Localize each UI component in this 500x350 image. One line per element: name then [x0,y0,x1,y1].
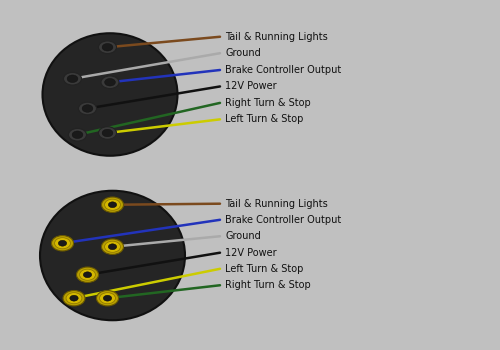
Text: Left Turn & Stop: Left Turn & Stop [225,114,304,124]
Circle shape [82,105,93,112]
Circle shape [66,293,82,304]
Circle shape [64,72,82,85]
Circle shape [96,290,118,306]
Text: Ground: Ground [225,48,261,58]
Text: 12V Power: 12V Power [225,248,276,258]
Circle shape [98,127,116,139]
Text: Brake Controller Output: Brake Controller Output [225,215,341,225]
Circle shape [76,267,98,282]
Circle shape [67,75,78,83]
Circle shape [108,202,116,208]
Circle shape [63,290,85,306]
Circle shape [104,295,112,301]
Circle shape [84,272,92,278]
Circle shape [54,238,70,249]
Circle shape [80,269,96,280]
Circle shape [104,241,120,252]
Circle shape [78,102,96,115]
Circle shape [100,293,116,304]
Text: 12V Power: 12V Power [225,82,276,91]
Text: Tail & Running Lights: Tail & Running Lights [225,32,328,42]
Text: Brake Controller Output: Brake Controller Output [225,65,341,75]
Circle shape [101,76,119,89]
Circle shape [102,197,124,212]
Text: Tail & Running Lights: Tail & Running Lights [225,199,328,209]
Text: Right Turn & Stop: Right Turn & Stop [225,98,311,108]
Circle shape [102,239,124,254]
Circle shape [108,244,116,250]
Text: Left Turn & Stop: Left Turn & Stop [225,264,304,274]
Circle shape [104,78,116,86]
Circle shape [58,240,66,246]
Text: Right Turn & Stop: Right Turn & Stop [225,280,311,290]
Circle shape [52,236,74,251]
Circle shape [102,129,113,137]
Circle shape [102,43,113,51]
Circle shape [72,131,83,139]
Circle shape [68,128,86,141]
Ellipse shape [42,33,177,156]
Ellipse shape [40,191,185,320]
Circle shape [98,41,116,54]
Circle shape [104,199,120,210]
Text: Ground: Ground [225,231,261,241]
Circle shape [70,295,78,301]
